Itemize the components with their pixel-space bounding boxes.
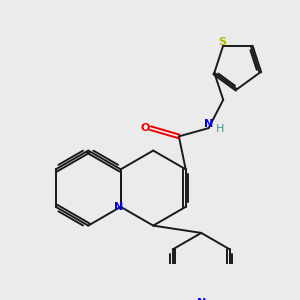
Text: O: O — [140, 123, 150, 133]
Text: N: N — [196, 298, 206, 300]
Text: N: N — [204, 119, 214, 130]
Text: S: S — [218, 37, 226, 46]
Text: N: N — [114, 202, 123, 212]
Text: H: H — [216, 124, 225, 134]
